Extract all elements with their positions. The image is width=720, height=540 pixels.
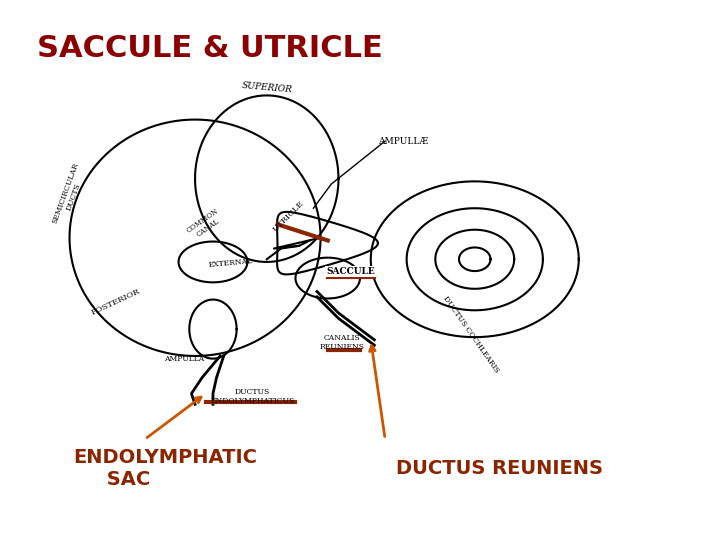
Text: COMMON
CANAL: COMMON CANAL (186, 207, 226, 242)
Text: UTRICLE: UTRICLE (271, 199, 305, 233)
Text: SACCULE & UTRICLE: SACCULE & UTRICLE (37, 33, 383, 63)
Text: CANALIS
REUNIENS: CANALIS REUNIENS (320, 334, 364, 351)
Text: AMPULLÆ: AMPULLÆ (378, 137, 428, 146)
Text: SUPERIOR: SUPERIOR (241, 80, 292, 94)
Text: DUCTUS REUNIENS: DUCTUS REUNIENS (396, 460, 603, 478)
Text: SEMICIRCULAR
DUCTS: SEMICIRCULAR DUCTS (50, 161, 89, 228)
Text: SACCULE: SACCULE (326, 267, 375, 276)
Text: EXTERNAL: EXTERNAL (208, 257, 253, 269)
Text: DUCTUS
ENDOLYMPHATICUS: DUCTUS ENDOLYMPHATICUS (210, 388, 294, 405)
Text: ENDOLYMPHATIC
     SAC: ENDOLYMPHATIC SAC (73, 448, 257, 489)
Text: POSTERIOR: POSTERIOR (91, 287, 142, 317)
Text: AMPULLA: AMPULLA (164, 355, 204, 363)
Text: DUCTUS COCHLEARIS: DUCTUS COCHLEARIS (441, 294, 501, 374)
